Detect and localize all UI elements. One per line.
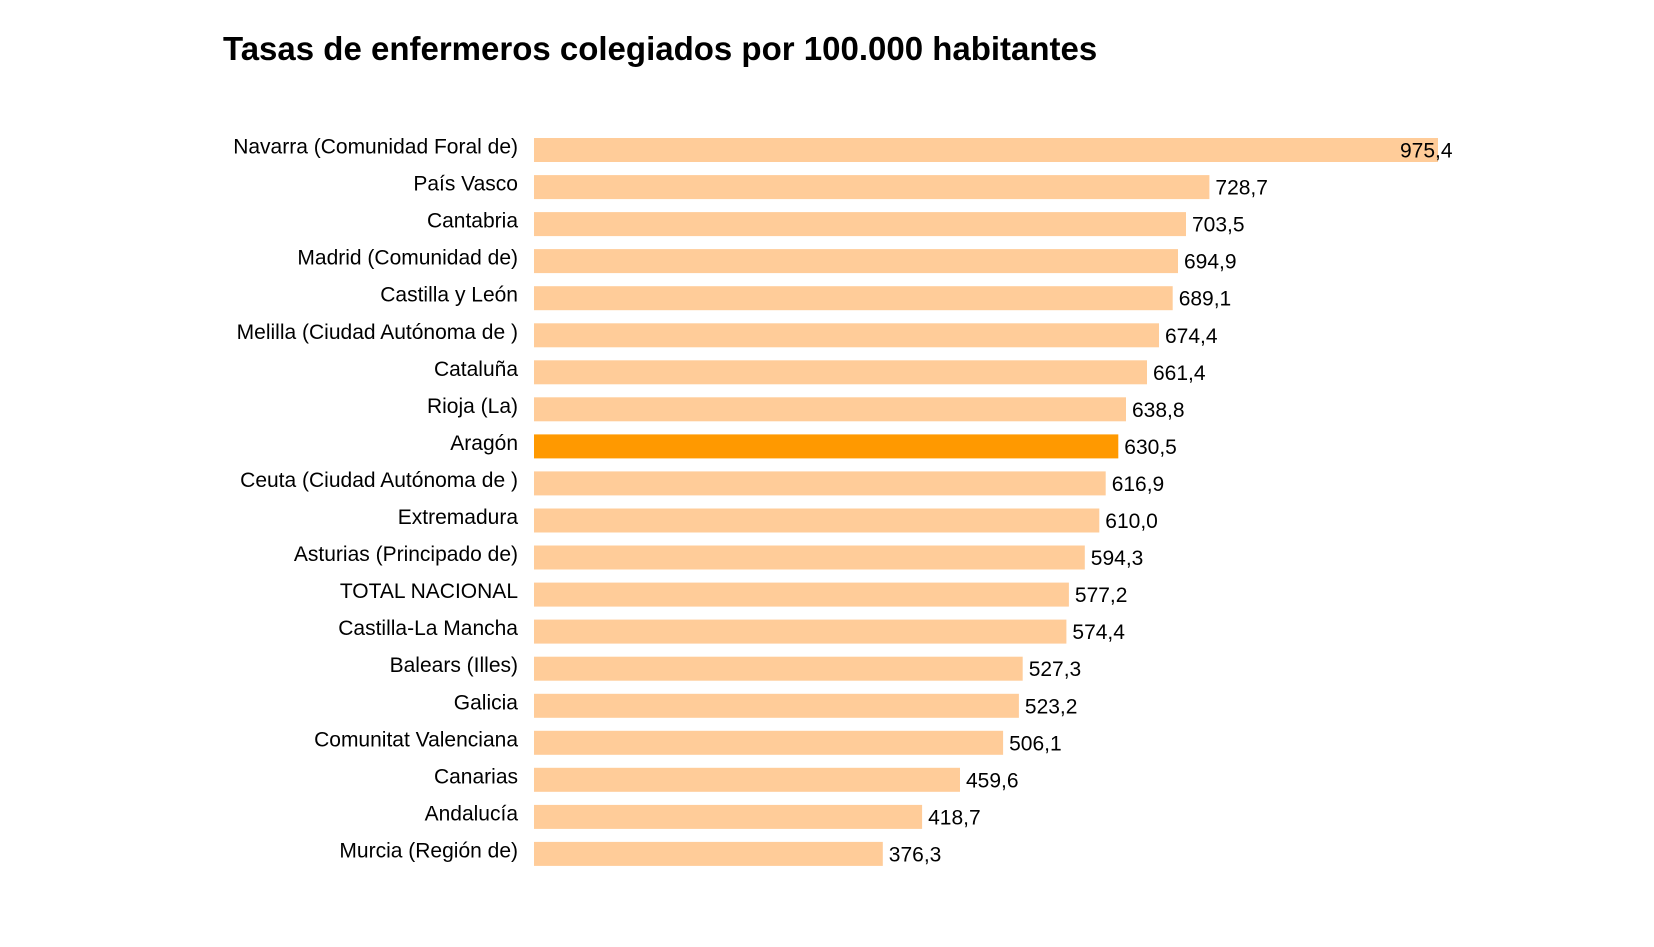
bar-comunitat-valenciana <box>534 730 1004 755</box>
value-label-rioja-la: 638,8 <box>1132 399 1185 422</box>
bar-murcia-region-de <box>534 841 883 866</box>
bar-ceuta-ciudad-autonoma-de <box>534 471 1106 496</box>
value-label-cantabria: 703,5 <box>1192 214 1245 237</box>
category-label-pais-vasco: País Vasco <box>413 173 518 196</box>
category-label-rioja-la: Rioja (La) <box>427 395 518 418</box>
bar-aragon <box>534 434 1119 459</box>
category-label-castilla-la-mancha: Castilla-La Mancha <box>338 617 518 640</box>
value-label-castilla-y-leon: 689,1 <box>1179 288 1232 311</box>
category-label-castilla-y-leon: Castilla y León <box>380 284 518 307</box>
bar-madrid-comunidad-de <box>534 249 1178 274</box>
bar-melilla-ciudad-autonoma-de <box>534 323 1159 348</box>
bar-total-nacional <box>534 582 1069 607</box>
value-label-pais-vasco: 728,7 <box>1215 177 1268 200</box>
bars-layer <box>534 138 1438 866</box>
value-label-extremadura: 610,0 <box>1105 510 1158 533</box>
bar-castilla-la-mancha <box>534 619 1067 644</box>
value-label-galicia: 523,2 <box>1025 695 1078 718</box>
value-label-cataluna: 661,4 <box>1153 362 1206 385</box>
value-label-aragon: 630,5 <box>1124 436 1177 459</box>
category-label-balears-illes: Balears (Illes) <box>390 654 518 677</box>
value-label-ceuta-ciudad-autonoma-de: 616,9 <box>1112 473 1165 496</box>
category-label-murcia-region-de: Murcia (Región de) <box>339 839 518 862</box>
bar-extremadura <box>534 508 1100 533</box>
category-label-melilla-ciudad-autonoma-de: Melilla (Ciudad Autónoma de ) <box>237 321 518 344</box>
category-label-galicia: Galicia <box>454 691 519 714</box>
category-label-cataluna: Cataluña <box>434 358 518 381</box>
value-label-madrid-comunidad-de: 694,9 <box>1184 251 1237 274</box>
category-label-canarias: Canarias <box>434 765 518 788</box>
category-label-navarra-comunidad-foral-de: Navarra (Comunidad Foral de) <box>233 136 518 159</box>
value-label-comunitat-valenciana: 506,1 <box>1009 732 1062 755</box>
bar-galicia <box>534 693 1019 718</box>
value-labels: 975,4 728,7 703,5 694,9 689,1 674,4 661,4 638,8… <box>889 140 1453 867</box>
bar-pais-vasco <box>534 175 1210 200</box>
category-label-aragon: Aragón <box>450 432 518 455</box>
value-label-navarra-comunidad-foral-de: 975,4 <box>1400 140 1453 163</box>
value-label-murcia-region-de: 376,3 <box>889 843 942 866</box>
bar-navarra-comunidad-foral-de <box>534 138 1438 162</box>
bar-balears-illes <box>534 656 1023 681</box>
category-label-total-nacional: TOTAL NACIONAL <box>340 580 518 603</box>
category-label-ceuta-ciudad-autonoma-de: Ceuta (Ciudad Autónoma de ) <box>240 469 518 492</box>
bar-rioja-la <box>534 397 1126 422</box>
chart-title: Tasas de enfermeros colegiados por 100.0… <box>223 30 1098 67</box>
bar-andalucia <box>534 804 923 829</box>
category-label-andalucia: Andalucía <box>425 802 519 825</box>
category-label-cantabria: Cantabria <box>427 210 518 233</box>
value-label-balears-illes: 527,3 <box>1029 658 1082 681</box>
value-label-canarias: 459,6 <box>966 769 1019 792</box>
value-label-melilla-ciudad-autonoma-de: 674,4 <box>1165 325 1218 348</box>
category-label-madrid-comunidad-de: Madrid (Comunidad de) <box>297 247 518 270</box>
value-label-asturias-principado-de: 594,3 <box>1091 547 1144 570</box>
value-label-total-nacional: 577,2 <box>1075 584 1128 607</box>
bar-asturias-principado-de <box>534 545 1085 570</box>
bar-cantabria <box>534 212 1186 237</box>
bar-cataluna <box>534 360 1147 385</box>
category-labels: Navarra (Comunidad Foral de) País Vasco Ca… <box>233 136 518 863</box>
category-label-comunitat-valenciana: Comunitat Valenciana <box>314 728 518 751</box>
bar-canarias <box>534 767 960 792</box>
value-label-castilla-la-mancha: 574,4 <box>1072 621 1125 644</box>
bar-castilla-y-leon <box>534 286 1173 311</box>
category-label-extremadura: Extremadura <box>398 506 519 529</box>
value-label-andalucia: 418,7 <box>928 806 981 829</box>
category-label-asturias-principado-de: Asturias (Principado de) <box>294 543 518 566</box>
